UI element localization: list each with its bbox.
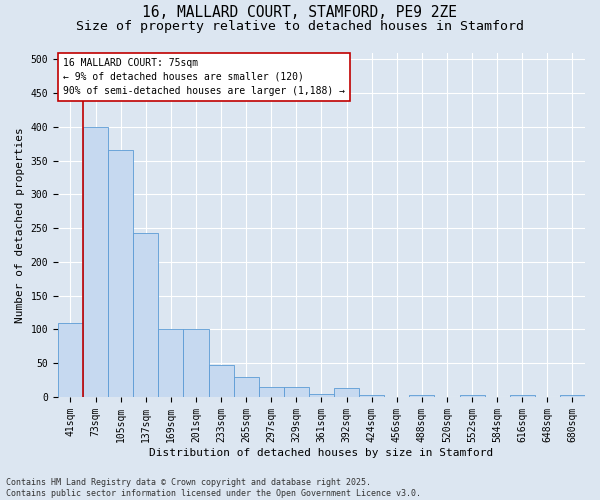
Bar [233,376,259,397]
Text: 16 MALLARD COURT: 75sqm
← 9% of detached houses are smaller (120)
90% of semi-de: 16 MALLARD COURT: 75sqm ← 9% of detached… [63,58,345,96]
Bar [560,395,585,397]
Bar [334,388,359,397]
Bar [83,127,108,397]
Bar [359,395,384,397]
Bar [510,395,535,397]
Bar [309,394,334,397]
Bar [158,330,184,397]
Bar [133,233,158,397]
Bar [460,395,485,397]
Bar [209,364,233,397]
Bar [259,387,284,397]
Bar [184,330,209,397]
Bar [58,322,83,397]
X-axis label: Distribution of detached houses by size in Stamford: Distribution of detached houses by size … [149,448,494,458]
Bar [409,395,434,397]
Y-axis label: Number of detached properties: Number of detached properties [15,127,25,322]
Bar [108,150,133,397]
Text: Contains HM Land Registry data © Crown copyright and database right 2025.
Contai: Contains HM Land Registry data © Crown c… [6,478,421,498]
Bar [284,387,309,397]
Text: 16, MALLARD COURT, STAMFORD, PE9 2ZE: 16, MALLARD COURT, STAMFORD, PE9 2ZE [143,5,458,20]
Text: Size of property relative to detached houses in Stamford: Size of property relative to detached ho… [76,20,524,33]
